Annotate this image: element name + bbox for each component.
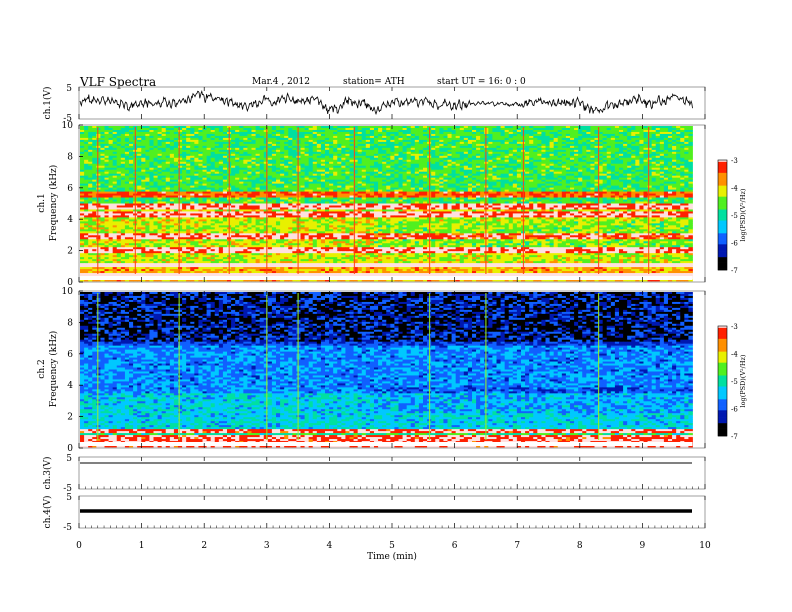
date-label: Mar.4 , 2012 bbox=[252, 77, 310, 87]
vlf-figure: VLF Spectra Mar.4 , 2012 station= ATH st… bbox=[0, 0, 792, 612]
start-time-label: start UT = 16: 0 : 0 bbox=[437, 77, 526, 87]
station-label: station= ATH bbox=[343, 77, 405, 87]
ch1-spectrogram bbox=[80, 126, 693, 281]
